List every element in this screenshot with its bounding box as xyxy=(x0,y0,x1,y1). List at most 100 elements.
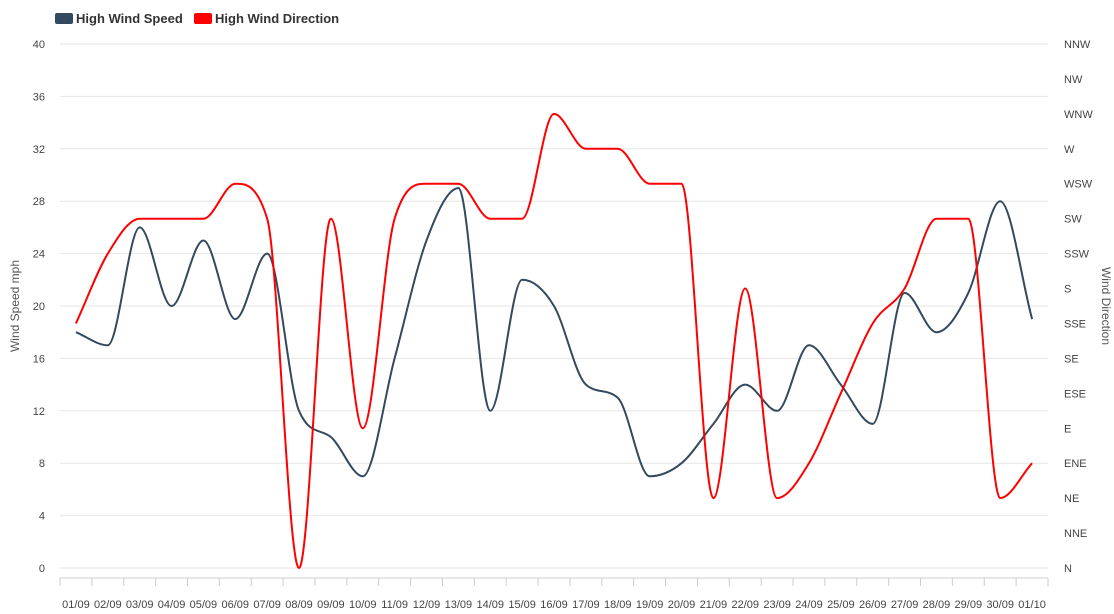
x-tick-label: 11/09 xyxy=(381,599,408,611)
x-tick-label: 30/09 xyxy=(986,599,1014,611)
data-point-wind-direction[interactable] xyxy=(360,425,366,431)
y-axis-right-title: Wind Direction xyxy=(1099,267,1113,345)
data-point-wind-direction[interactable] xyxy=(73,321,79,327)
data-point-wind-direction[interactable] xyxy=(296,565,302,571)
data-point-wind-direction[interactable] xyxy=(583,146,589,152)
x-tick-label: 10/09 xyxy=(349,599,377,611)
data-point-wind-direction[interactable] xyxy=(551,111,557,117)
x-tick-label: 27/09 xyxy=(891,599,919,611)
y-right-tick-label: ENE xyxy=(1064,458,1087,470)
data-point-wind-direction[interactable] xyxy=(710,495,716,501)
data-point-wind-direction[interactable] xyxy=(392,216,398,222)
legend: High Wind Speed High Wind Direction xyxy=(55,11,339,26)
data-point-wind-direction[interactable] xyxy=(169,216,175,222)
data-point-wind-speed[interactable] xyxy=(328,434,334,440)
data-point-wind-direction[interactable] xyxy=(615,146,621,152)
data-point-wind-direction[interactable] xyxy=(934,216,940,222)
data-point-wind-direction[interactable] xyxy=(742,286,748,292)
series-line-wind-direction[interactable] xyxy=(74,112,1033,569)
x-tick-label: 20/09 xyxy=(668,599,696,611)
data-point-wind-speed[interactable] xyxy=(615,395,621,401)
y-right-tick-label: W xyxy=(1064,144,1075,156)
y-left-tick-label: 28 xyxy=(33,196,45,208)
data-point-wind-speed[interactable] xyxy=(392,355,398,361)
x-tick-label: 04/09 xyxy=(158,599,186,611)
y-left-tick-label: 40 xyxy=(33,39,45,51)
data-point-wind-speed[interactable] xyxy=(105,342,111,348)
data-point-wind-speed[interactable] xyxy=(487,408,493,414)
x-tick-label: 05/09 xyxy=(190,599,218,611)
x-tick-label: 25/09 xyxy=(827,599,855,611)
x-tick-label: 15/09 xyxy=(508,599,536,611)
y-left-tick-label: 12 xyxy=(33,406,45,418)
data-point-wind-direction[interactable] xyxy=(774,495,780,501)
legend-item-speed[interactable]: High Wind Speed xyxy=(55,11,183,26)
data-point-wind-direction[interactable] xyxy=(137,216,143,222)
data-point-wind-direction[interactable] xyxy=(424,181,430,187)
x-tick-label: 07/09 xyxy=(253,599,281,611)
series-line-wind-speed[interactable] xyxy=(75,187,1034,478)
x-tick-label: 08/09 xyxy=(285,599,313,611)
data-point-wind-direction[interactable] xyxy=(455,181,461,187)
data-point-wind-speed[interactable] xyxy=(965,290,971,296)
data-point-wind-direction[interactable] xyxy=(997,495,1003,501)
data-point-wind-speed[interactable] xyxy=(742,382,748,388)
x-tick-label: 23/09 xyxy=(763,599,791,611)
data-point-wind-direction[interactable] xyxy=(519,216,525,222)
data-point-wind-direction[interactable] xyxy=(870,321,876,327)
data-point-wind-speed[interactable] xyxy=(424,238,430,244)
data-point-wind-speed[interactable] xyxy=(934,329,940,335)
data-point-wind-direction[interactable] xyxy=(200,216,206,222)
data-point-wind-speed[interactable] xyxy=(264,251,270,257)
y-left-tick-label: 4 xyxy=(39,511,45,523)
data-point-wind-direction[interactable] xyxy=(487,216,493,222)
data-point-wind-direction[interactable] xyxy=(232,181,238,187)
data-point-wind-direction[interactable] xyxy=(647,181,653,187)
data-point-wind-speed[interactable] xyxy=(169,303,175,309)
data-point-wind-direction[interactable] xyxy=(328,216,334,222)
data-point-wind-speed[interactable] xyxy=(838,382,844,388)
x-tick-label: 28/09 xyxy=(923,599,951,611)
data-point-wind-speed[interactable] xyxy=(774,408,780,414)
data-point-wind-speed[interactable] xyxy=(137,224,143,230)
data-point-wind-speed[interactable] xyxy=(997,198,1003,204)
y-right-tick-label: WSW xyxy=(1064,179,1093,191)
y-left-tick-label: 0 xyxy=(39,563,45,575)
data-point-wind-speed[interactable] xyxy=(647,473,653,479)
data-point-wind-speed[interactable] xyxy=(551,303,557,309)
data-point-wind-direction[interactable] xyxy=(264,216,270,222)
data-point-wind-direction[interactable] xyxy=(965,216,971,222)
data-point-wind-speed[interactable] xyxy=(710,421,716,427)
data-point-wind-speed[interactable] xyxy=(1029,316,1035,322)
data-point-wind-speed[interactable] xyxy=(232,316,238,322)
data-point-wind-direction[interactable] xyxy=(838,390,844,396)
data-point-wind-speed[interactable] xyxy=(806,342,812,348)
x-tick-label: 16/09 xyxy=(540,599,568,611)
y-right-tick-label: SSE xyxy=(1064,318,1086,330)
legend-item-direction[interactable]: High Wind Direction xyxy=(194,11,339,26)
data-point-wind-speed[interactable] xyxy=(583,382,589,388)
data-point-wind-speed[interactable] xyxy=(360,473,366,479)
data-point-wind-speed[interactable] xyxy=(679,460,685,466)
y-left-tick-label: 16 xyxy=(33,353,45,365)
y-right-tick-label: S xyxy=(1064,284,1071,296)
data-point-wind-speed[interactable] xyxy=(73,329,79,335)
legend-direction-label: High Wind Direction xyxy=(215,11,339,26)
data-point-wind-speed[interactable] xyxy=(519,277,525,283)
x-tick-label: 24/09 xyxy=(795,599,823,611)
data-point-wind-speed[interactable] xyxy=(200,238,206,244)
y-right-tick-label: NE xyxy=(1064,493,1079,505)
legend-speed-swatch xyxy=(55,13,73,24)
data-point-wind-speed[interactable] xyxy=(296,408,302,414)
y-axis-right-labels: N NNE NE ENE E ESE SE SSE S SSW SW WSW W WNW NW NNW xyxy=(1064,39,1093,575)
x-tick-label: 02/09 xyxy=(94,599,122,611)
data-point-wind-direction[interactable] xyxy=(679,181,685,187)
data-point-wind-speed[interactable] xyxy=(870,421,876,427)
data-point-wind-direction[interactable] xyxy=(105,251,111,257)
y-right-tick-label: SE xyxy=(1064,353,1079,365)
data-point-wind-direction[interactable] xyxy=(806,460,812,466)
x-tick-label: 06/09 xyxy=(222,599,250,611)
data-point-wind-direction[interactable] xyxy=(1029,460,1035,466)
y-right-tick-label: NW xyxy=(1064,74,1083,86)
data-point-wind-direction[interactable] xyxy=(902,286,908,292)
